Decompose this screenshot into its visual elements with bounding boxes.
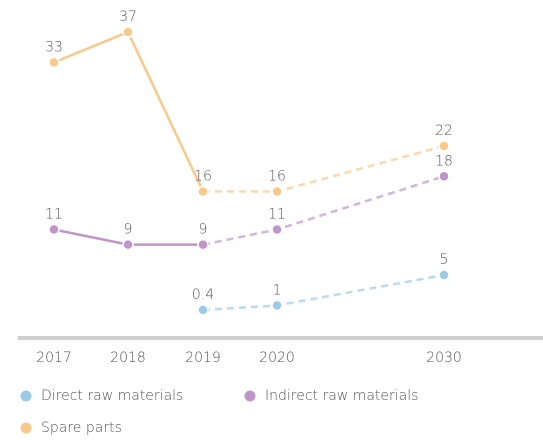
value-label: 37 (119, 9, 137, 25)
point (48, 56, 60, 69)
value-label: 16 (194, 169, 212, 185)
point (197, 304, 209, 316)
legend-label: Spare parts (41, 420, 122, 436)
series-line (202, 175, 445, 246)
legend-marker (20, 390, 32, 402)
value-label: 5 (440, 252, 449, 268)
legend-marker (20, 422, 32, 434)
value-label: 11 (268, 206, 286, 222)
point (271, 223, 283, 236)
point (438, 269, 450, 281)
point (197, 238, 209, 251)
value-label: 18 (435, 153, 453, 169)
value-label: 9 (199, 222, 208, 238)
value-label: 0.4 (192, 287, 214, 303)
value-label: 11 (45, 206, 63, 222)
point (271, 299, 283, 312)
value-label: 1 (273, 282, 282, 298)
point (197, 185, 209, 198)
point (48, 223, 60, 236)
series-line (203, 144, 445, 193)
value-label: 33 (45, 39, 63, 55)
value-label: 9 (124, 222, 133, 238)
legend-label: Direct raw materials (41, 388, 183, 404)
x-tick-label: 2017 (36, 350, 72, 366)
value-label: 16 (268, 169, 286, 185)
series-line (53, 30, 205, 193)
x-tick-label: 2020 (259, 350, 295, 366)
x-tick-label: 2019 (185, 350, 221, 366)
value-label: 22 (435, 123, 453, 139)
point (271, 185, 283, 198)
point (438, 140, 450, 152)
x-tick-label: 2018 (110, 350, 146, 366)
x-tick-label: 2030 (426, 350, 462, 366)
legend-marker (244, 390, 256, 402)
point (438, 170, 450, 183)
legend-label: Indirect raw materials (265, 388, 418, 404)
series-line (202, 273, 445, 312)
point (122, 238, 134, 251)
point (122, 26, 134, 38)
